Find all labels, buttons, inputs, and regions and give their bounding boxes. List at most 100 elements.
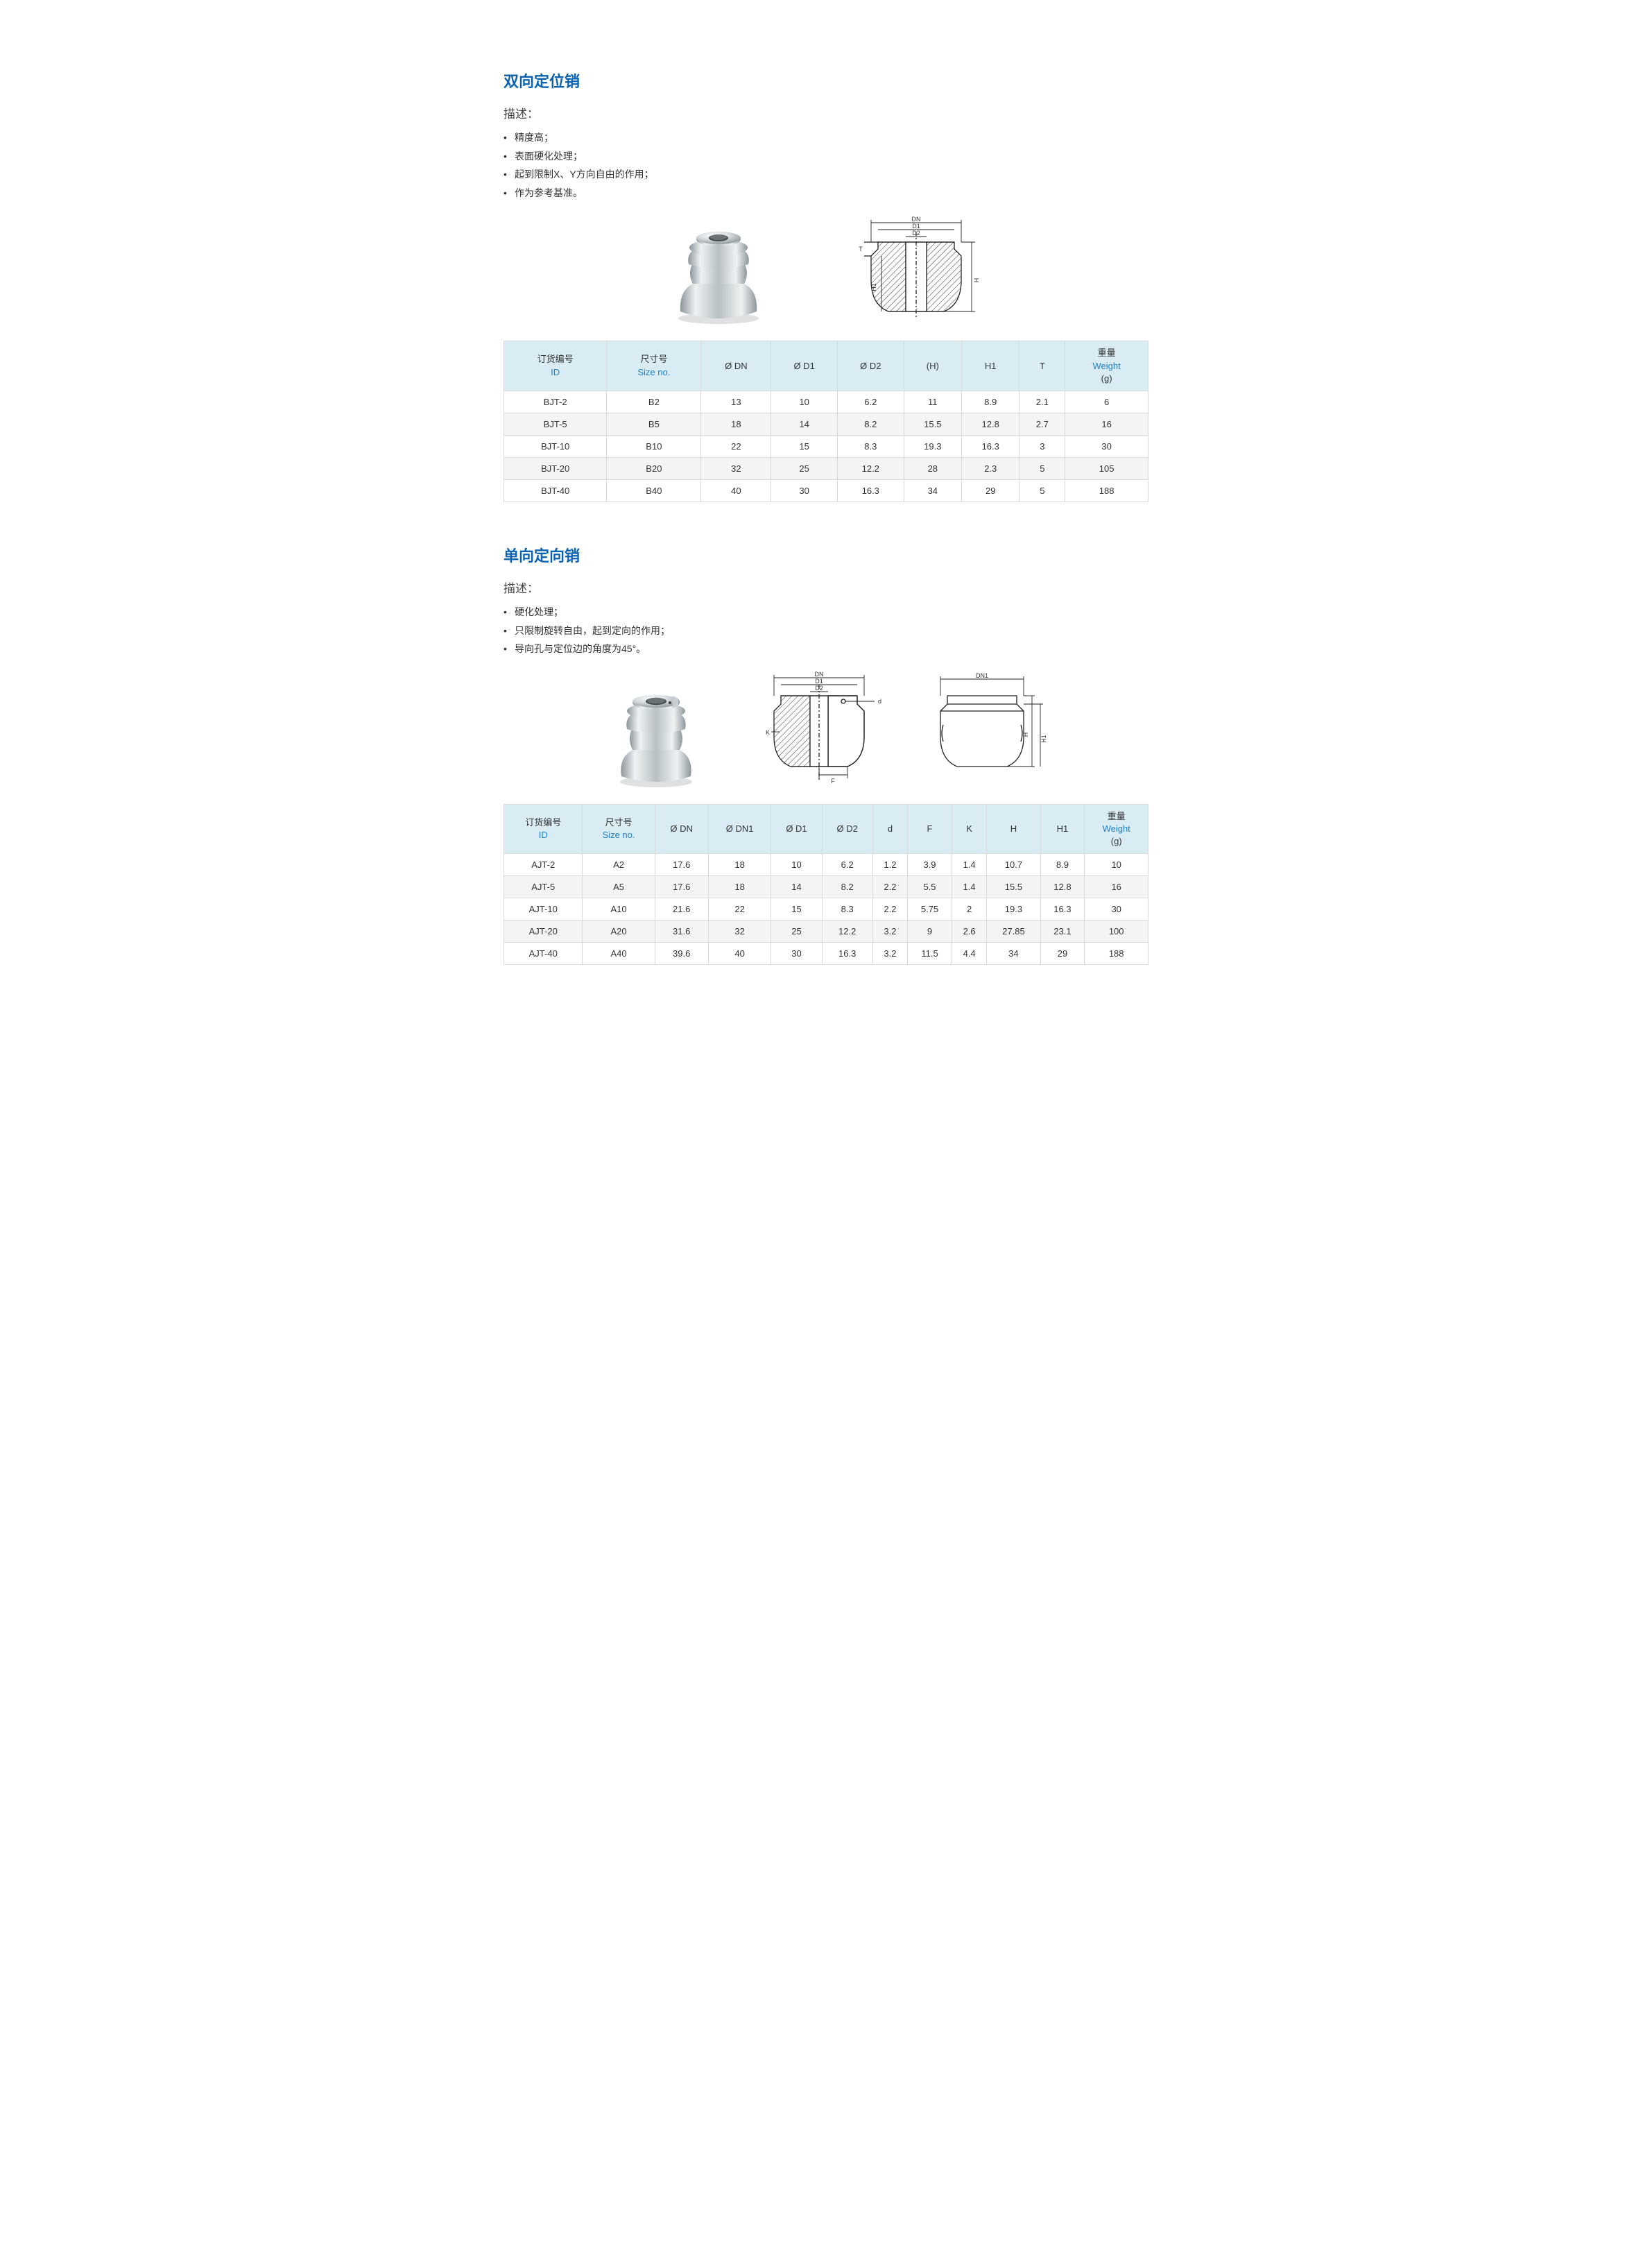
table-row: AJT-20A2031.6322512.23.292.627.8523.1100 xyxy=(504,921,1148,943)
table-header-cell: H1 xyxy=(1040,804,1085,854)
table-cell: 8.2 xyxy=(822,876,872,898)
table-header-cell: 尺寸号Size no. xyxy=(607,341,701,391)
svg-text:DN: DN xyxy=(912,216,921,223)
table-cell: 25 xyxy=(771,457,838,479)
table-cell: 2.7 xyxy=(1019,413,1065,435)
svg-text:T: T xyxy=(859,246,863,253)
table-cell: AJT-10 xyxy=(504,898,583,921)
section1-render-image xyxy=(660,214,777,325)
table-cell: BJT-10 xyxy=(504,435,607,457)
section-unidirectional-pin: 单向定向销 描述： 硬化处理；只限制旋转自由，起到定向的作用；导向孔与定位边的角… xyxy=(504,544,1148,965)
table-cell: 5.5 xyxy=(908,876,952,898)
section2-diagram-b: DN1 H H1 xyxy=(927,671,1051,789)
table-cell: 16.3 xyxy=(822,943,872,965)
table-cell: 40 xyxy=(701,479,771,502)
table-cell: 34 xyxy=(987,943,1040,965)
table-row: AJT-10A1021.622158.32.25.75219.316.330 xyxy=(504,898,1148,921)
table-cell: 11 xyxy=(904,391,961,413)
table-cell: A2 xyxy=(583,854,655,876)
table-cell: B2 xyxy=(607,391,701,413)
table-header-cell: H1 xyxy=(962,341,1019,391)
table-row: BJT-10B1022158.319.316.3330 xyxy=(504,435,1148,457)
table-cell: 23.1 xyxy=(1040,921,1085,943)
table-cell: 5 xyxy=(1019,457,1065,479)
table-header-cell: 尺寸号Size no. xyxy=(583,804,655,854)
table-cell: 34 xyxy=(904,479,961,502)
table-header-cell: (H) xyxy=(904,341,961,391)
table-cell: 12.2 xyxy=(822,921,872,943)
table-header-cell: 订货编号ID xyxy=(504,341,607,391)
table-row: BJT-20B20322512.2282.35105 xyxy=(504,457,1148,479)
table-cell: AJT-2 xyxy=(504,854,583,876)
table-cell: 22 xyxy=(701,435,771,457)
section-bidirectional-pin: 双向定位销 描述： 精度高；表面硬化处理；起到限制X、Y方向自由的作用；作为参考… xyxy=(504,69,1148,502)
table-cell: 2.6 xyxy=(952,921,986,943)
table-cell: 3 xyxy=(1019,435,1065,457)
section1-diagram: DN D1 D2 T H1 H xyxy=(840,214,992,325)
table-cell: A20 xyxy=(583,921,655,943)
table-cell: 29 xyxy=(962,479,1019,502)
section2-title: 单向定向销 xyxy=(504,544,1148,566)
table-cell: BJT-5 xyxy=(504,413,607,435)
table-cell: 19.3 xyxy=(904,435,961,457)
table-cell: AJT-40 xyxy=(504,943,583,965)
table-cell: 32 xyxy=(708,921,771,943)
table-header-cell: Ø DN xyxy=(655,804,708,854)
section1-bullets: 精度高；表面硬化处理；起到限制X、Y方向自由的作用；作为参考基准。 xyxy=(504,128,1148,202)
table-cell: 27.85 xyxy=(987,921,1040,943)
table-cell: 30 xyxy=(771,479,838,502)
bullet-item: 起到限制X、Y方向自由的作用； xyxy=(504,165,1148,184)
table-cell: 1.4 xyxy=(952,876,986,898)
table-cell: 15 xyxy=(771,898,822,921)
table-cell: 8.9 xyxy=(962,391,1019,413)
table-cell: 22 xyxy=(708,898,771,921)
table-cell: 14 xyxy=(771,876,822,898)
table-header-cell: 重量Weight(g) xyxy=(1085,804,1148,854)
table-header-row: 订货编号ID尺寸号Size no.Ø DNØ DN1Ø D1Ø D2dFKHH1… xyxy=(504,804,1148,854)
table-cell: 2.1 xyxy=(1019,391,1065,413)
table-cell: 6 xyxy=(1065,391,1148,413)
table-cell: 21.6 xyxy=(655,898,708,921)
table-cell: 29 xyxy=(1040,943,1085,965)
table-cell: 28 xyxy=(904,457,961,479)
table-cell: 2 xyxy=(952,898,986,921)
section1-figure-row: DN D1 D2 T H1 H xyxy=(504,214,1148,325)
table-cell: 4.4 xyxy=(952,943,986,965)
table-cell: 10 xyxy=(1085,854,1148,876)
table-cell: 10 xyxy=(771,391,838,413)
table-header-cell: Ø D2 xyxy=(837,341,904,391)
section2-figure-row: DN D1 D2 d K F xyxy=(504,671,1148,789)
table-cell: 18 xyxy=(708,876,771,898)
table-cell: 8.3 xyxy=(822,898,872,921)
bullet-item: 硬化处理； xyxy=(504,603,1148,622)
table-cell: BJT-20 xyxy=(504,457,607,479)
table-cell: 8.2 xyxy=(837,413,904,435)
table-cell: 30 xyxy=(1065,435,1148,457)
table-row: AJT-40A4039.6403016.33.211.54.43429188 xyxy=(504,943,1148,965)
table-cell: 17.6 xyxy=(655,854,708,876)
table-cell: 18 xyxy=(701,413,771,435)
svg-text:K: K xyxy=(766,729,770,736)
table-cell: A5 xyxy=(583,876,655,898)
table-cell: 12.8 xyxy=(962,413,1019,435)
table-cell: 16.3 xyxy=(1040,898,1085,921)
table-cell: 5.75 xyxy=(908,898,952,921)
table-row: BJT-40B40403016.334295188 xyxy=(504,479,1148,502)
svg-text:H1: H1 xyxy=(870,284,877,292)
section2-desc-label: 描述： xyxy=(504,579,1148,596)
section2-bullets: 硬化处理；只限制旋转自由，起到定向的作用；导向孔与定位边的角度为45°。 xyxy=(504,603,1148,658)
table-cell: 12.2 xyxy=(837,457,904,479)
table-cell: 2.2 xyxy=(872,876,907,898)
table-cell: 32 xyxy=(701,457,771,479)
table-cell: A10 xyxy=(583,898,655,921)
svg-text:d: d xyxy=(878,698,881,705)
table-cell: 15.5 xyxy=(987,876,1040,898)
table-cell: 3.2 xyxy=(872,921,907,943)
section1-table: 订货编号ID尺寸号Size no.Ø DNØ D1Ø D2(H)H1T重量Wei… xyxy=(504,341,1148,502)
svg-text:H1: H1 xyxy=(1040,735,1047,743)
svg-text:DN: DN xyxy=(815,671,824,678)
table-cell: 105 xyxy=(1065,457,1148,479)
table-cell: 15.5 xyxy=(904,413,961,435)
bullet-item: 只限制旋转自由，起到定向的作用； xyxy=(504,622,1148,640)
bullet-item: 精度高； xyxy=(504,128,1148,147)
